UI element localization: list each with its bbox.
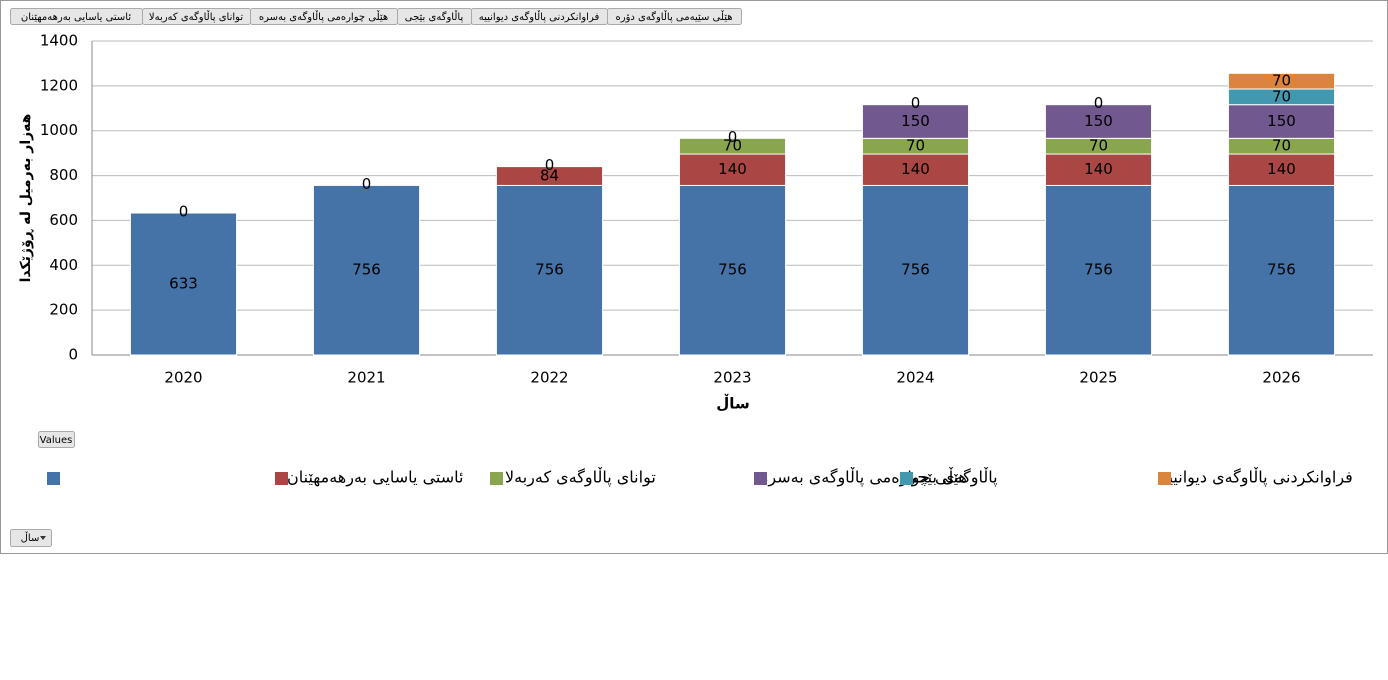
- data-label: 70: [906, 137, 925, 155]
- data-label: 633: [169, 275, 198, 293]
- data-label: 84: [540, 167, 559, 185]
- data-label: 70: [1272, 137, 1291, 155]
- data-label: 0: [728, 128, 738, 146]
- y-tick-label: 0: [68, 346, 78, 364]
- y-tick-label: 200: [49, 301, 78, 319]
- year-field-button-label[interactable]: ساڵ: [21, 531, 40, 544]
- series-field-button[interactable]: [607, 8, 742, 25]
- series-field-button-label[interactable]: هێڵی چوارەمی پاڵاوگەی بەسرە: [259, 10, 388, 23]
- data-label: 70: [1089, 137, 1108, 155]
- legend-label: توانای پاڵاوگەی کەربەلا: [505, 467, 656, 488]
- data-label: 756: [1084, 261, 1113, 279]
- data-label: 70: [1272, 72, 1291, 90]
- x-tick-label: 2026: [1262, 369, 1300, 387]
- series-field-button-label[interactable]: فراوانکردنی پاڵاوگەی دیوانییە: [479, 10, 600, 23]
- bar-segment: [129, 212, 238, 356]
- y-axis-title: هەزار بەرمیل لە ڕۆژێکدا: [18, 114, 34, 283]
- year-field-button[interactable]: [10, 529, 52, 547]
- y-tick-label: 400: [49, 256, 78, 274]
- y-tick-label: 1000: [40, 121, 78, 139]
- bar-segment: [678, 153, 787, 186]
- data-label: 150: [1084, 112, 1113, 130]
- values-button-label[interactable]: Values: [40, 435, 73, 446]
- bar-segment: [1227, 104, 1336, 139]
- bar-segment: [861, 104, 970, 139]
- data-label: 140: [718, 160, 747, 178]
- data-label: 0: [362, 175, 372, 193]
- data-label: 70: [1272, 87, 1291, 105]
- series-field-button-label[interactable]: توانای پاڵاوگەی کەربەلا: [149, 10, 243, 23]
- data-label: 756: [535, 261, 564, 279]
- data-label: 140: [1267, 160, 1296, 178]
- data-label: 140: [1084, 160, 1113, 178]
- x-axis-title: ساڵ: [716, 395, 749, 413]
- data-label: 140: [901, 160, 930, 178]
- series-field-button-label[interactable]: هێڵی سێیەمی پاڵاوگەی دۆرە: [616, 10, 733, 23]
- bar-segment: [678, 137, 787, 155]
- bar-segment: [678, 184, 787, 356]
- series-field-button-label[interactable]: پاڵاوگەی بێجی: [405, 10, 464, 23]
- x-tick-label: 2025: [1079, 369, 1117, 387]
- series-field-button-label[interactable]: ئاستی یاسایی بەرهەمهێنان: [21, 12, 132, 23]
- legend-swatch: [275, 472, 288, 485]
- bar-segment: [1227, 184, 1336, 356]
- bar-segment: [1044, 184, 1153, 356]
- bar-segment: [861, 153, 970, 186]
- dropdown-arrow: [40, 536, 46, 540]
- bar-segment: [495, 184, 604, 356]
- legend-swatch: [47, 472, 60, 485]
- legend-swatch: [490, 472, 503, 485]
- data-label: 756: [352, 261, 381, 279]
- legend-swatch: [1158, 472, 1171, 485]
- bar-segment: [1044, 153, 1153, 186]
- bar-segment: [861, 184, 970, 356]
- x-tick-label: 2021: [347, 369, 385, 387]
- data-label: 70: [723, 137, 742, 155]
- legend-swatch: [754, 472, 767, 485]
- legend-label: پاڵاوگەی بێجی: [904, 467, 998, 488]
- x-tick-label: 2024: [896, 369, 934, 387]
- x-tick-label: 2020: [164, 369, 202, 387]
- data-label: 756: [718, 261, 747, 279]
- data-label: 150: [1267, 112, 1296, 130]
- bar-segment: [312, 184, 421, 356]
- bar-segment: [495, 166, 604, 186]
- legend-label: هێڵی چوارەمی پاڵاوگەی بەسرە: [760, 467, 967, 488]
- y-tick-label: 1200: [40, 76, 78, 94]
- data-label: 0: [1094, 94, 1104, 112]
- x-tick-label: 2022: [530, 369, 568, 387]
- data-label: 0: [911, 94, 921, 112]
- legend-swatch: [900, 472, 913, 485]
- bar-segment: [1227, 153, 1336, 186]
- values-button[interactable]: [38, 431, 75, 448]
- data-label: 150: [901, 112, 930, 130]
- bar-segment: [1227, 72, 1336, 90]
- x-tick-label: 2023: [713, 369, 751, 387]
- data-label: 0: [179, 203, 189, 221]
- data-label: 756: [901, 261, 930, 279]
- y-tick-label: 1400: [40, 32, 78, 50]
- legend-label: فراوانکردنی پاڵاوگەی دیوانییە: [1160, 467, 1353, 488]
- bar-segment: [1044, 104, 1153, 139]
- y-tick-label: 600: [49, 211, 78, 229]
- y-tick-label: 800: [49, 166, 78, 184]
- data-label: 0: [545, 156, 555, 174]
- data-label: 756: [1267, 261, 1296, 279]
- legend-label: ئاستی یاسایی بەرهەمهێنان: [287, 468, 463, 488]
